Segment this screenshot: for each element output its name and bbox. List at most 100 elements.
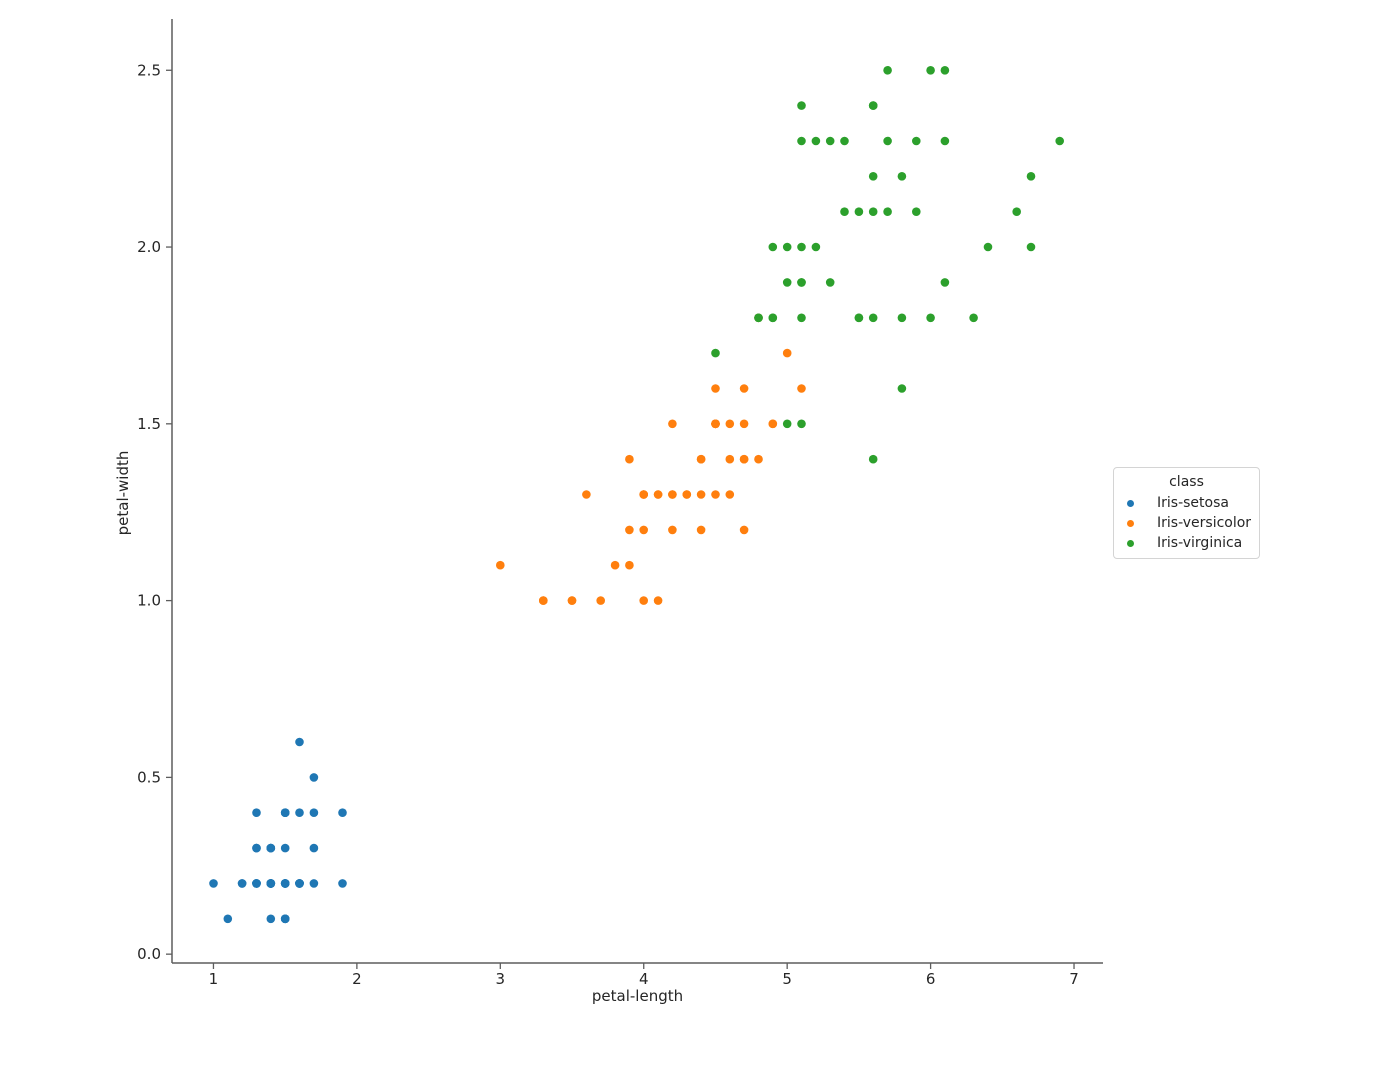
data-point <box>252 879 261 888</box>
x-axis-label: petal-length <box>592 987 683 1005</box>
data-point <box>782 419 792 429</box>
x-tick-label: 4 <box>639 970 649 988</box>
data-point <box>739 525 749 535</box>
data-point <box>639 490 648 499</box>
data-point <box>854 313 864 323</box>
data-point <box>295 879 304 888</box>
data-point <box>338 808 347 817</box>
data-point <box>266 843 276 853</box>
data-point <box>797 136 806 146</box>
data-point <box>539 596 548 605</box>
data-point <box>897 384 907 393</box>
data-point <box>868 207 878 216</box>
x-tick-label: 6 <box>926 970 936 988</box>
setosa-marker-icon <box>1127 499 1134 507</box>
data-point <box>1012 207 1021 216</box>
x-tick-label: 5 <box>782 970 792 988</box>
data-point <box>711 384 720 393</box>
data-point <box>897 313 907 323</box>
data-point <box>209 879 218 888</box>
data-point <box>739 454 749 464</box>
data-point <box>926 66 935 75</box>
y-axis-label: petal-width <box>114 451 132 536</box>
data-point <box>711 490 720 499</box>
data-point <box>309 808 319 817</box>
x-tick-label: 7 <box>1069 970 1079 988</box>
data-point <box>496 560 505 570</box>
data-point <box>711 348 720 358</box>
data-point <box>811 136 821 146</box>
data-point <box>825 278 835 287</box>
data-point <box>309 843 319 853</box>
data-point <box>725 419 735 429</box>
legend-item-label: Iris-versicolor <box>1157 515 1252 531</box>
data-point <box>897 172 907 181</box>
data-points-layer <box>209 66 1064 924</box>
data-point <box>940 278 950 287</box>
data-point <box>280 879 290 888</box>
data-point <box>582 490 591 499</box>
y-tick-label: 0.5 <box>137 768 161 786</box>
legend-item-iris-virginica: Iris-virginica <box>1122 533 1251 553</box>
data-point <box>725 490 735 499</box>
data-point <box>754 454 763 464</box>
data-point <box>338 879 347 888</box>
data-point <box>1026 242 1036 252</box>
legend: class Iris-setosa Iris-versicolor Iris-v… <box>1113 467 1260 559</box>
y-tick-label: 0.0 <box>137 945 161 963</box>
data-point <box>782 278 792 287</box>
data-point <box>696 454 706 464</box>
legend-title: class <box>1169 474 1204 490</box>
x-tick-label: 3 <box>496 970 506 988</box>
data-point <box>266 914 276 924</box>
data-point <box>840 136 849 146</box>
data-point <box>797 419 806 429</box>
data-point <box>280 914 290 924</box>
data-point <box>682 490 692 499</box>
data-point <box>768 242 778 252</box>
data-point <box>797 242 806 252</box>
legend-item-iris-setosa: Iris-setosa <box>1122 493 1251 513</box>
series-iris-virginica <box>711 66 1064 464</box>
data-point <box>639 525 648 535</box>
data-point <box>266 879 276 888</box>
data-point <box>596 596 605 605</box>
data-point <box>912 207 921 216</box>
data-point <box>926 313 935 323</box>
data-point <box>754 313 763 323</box>
data-point <box>625 560 634 570</box>
data-point <box>797 101 806 110</box>
data-point <box>768 419 778 429</box>
series-iris-versicolor <box>496 313 806 605</box>
y-tick-label: 2.5 <box>137 61 161 79</box>
data-point <box>295 737 304 747</box>
data-point <box>854 207 864 216</box>
data-point <box>739 384 749 393</box>
x-tick-label: 1 <box>209 970 219 988</box>
data-point <box>309 773 319 782</box>
data-point <box>1055 136 1064 146</box>
data-point <box>883 136 892 146</box>
data-point <box>567 596 577 605</box>
data-point <box>653 490 663 499</box>
y-tick-label: 1.5 <box>137 415 161 433</box>
data-point <box>280 808 290 817</box>
data-point <box>625 525 634 535</box>
data-point <box>653 596 663 605</box>
data-point <box>237 879 247 888</box>
data-point <box>912 136 921 146</box>
data-point <box>295 808 304 817</box>
data-point <box>782 348 792 358</box>
data-point <box>940 136 950 146</box>
legend-item-iris-versicolor: Iris-versicolor <box>1122 513 1251 533</box>
legend-item-label: Iris-virginica <box>1157 535 1243 551</box>
y-tick-label: 1.0 <box>137 592 161 610</box>
data-point <box>797 278 806 287</box>
y-tick-label: 2.0 <box>137 238 161 256</box>
data-point <box>610 560 620 570</box>
data-point <box>768 313 778 323</box>
data-point <box>868 313 878 323</box>
data-point <box>625 454 634 464</box>
